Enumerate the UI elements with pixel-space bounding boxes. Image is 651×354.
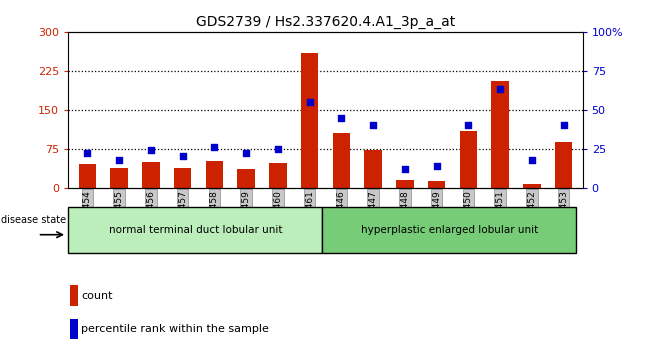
Point [82, 150, 92, 156]
Text: hyperplastic enlarged lobular unit: hyperplastic enlarged lobular unit [361, 225, 538, 235]
Point [400, 166, 410, 172]
Bar [333, 133, 350, 188]
Bar [322, 207, 576, 253]
Point [209, 144, 219, 150]
Point [527, 157, 537, 162]
Bar [174, 168, 191, 188]
Point [178, 154, 188, 159]
Point [146, 147, 156, 153]
Bar [111, 168, 128, 188]
Bar [70, 285, 77, 306]
Point [368, 122, 378, 128]
Text: normal terminal duct lobular unit: normal terminal duct lobular unit [109, 225, 282, 235]
Bar [68, 207, 322, 253]
Bar [460, 131, 477, 188]
Point [305, 99, 315, 105]
Point [463, 122, 473, 128]
Point [241, 150, 251, 156]
Bar [301, 53, 318, 188]
Bar [238, 170, 255, 188]
Point [495, 87, 505, 92]
Bar [79, 164, 96, 188]
Bar [70, 319, 77, 339]
Bar [206, 161, 223, 188]
Point [273, 146, 283, 152]
Title: GDS2739 / Hs2.337620.4.A1_3p_a_at: GDS2739 / Hs2.337620.4.A1_3p_a_at [196, 16, 455, 29]
Bar [365, 150, 382, 188]
Point [114, 157, 124, 162]
Bar [428, 181, 445, 188]
Text: percentile rank within the sample: percentile rank within the sample [81, 324, 269, 334]
Text: count: count [81, 291, 113, 301]
Bar [523, 184, 540, 188]
Bar [396, 180, 413, 188]
Bar [269, 163, 286, 188]
Point [559, 122, 569, 128]
Text: disease state: disease state [1, 215, 66, 225]
Bar [555, 142, 572, 188]
Point [432, 163, 442, 169]
Point [336, 115, 346, 120]
Bar [142, 162, 159, 188]
Bar [492, 81, 509, 188]
